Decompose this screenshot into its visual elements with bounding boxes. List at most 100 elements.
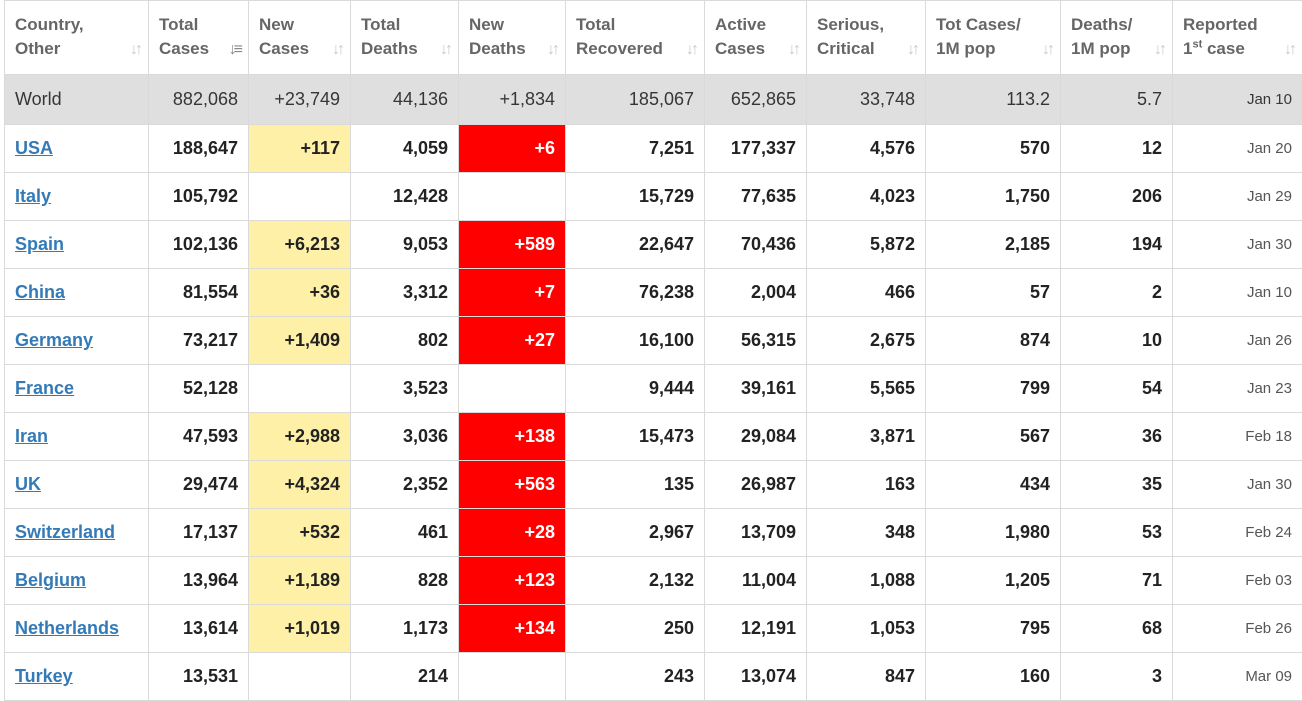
cell-new-cases [249,173,351,221]
header-country[interactable]: Country,Other↓↑ [5,1,149,75]
cell-country: France [5,365,149,413]
cell-total-deaths: 9,053 [351,221,459,269]
header-cases-per-1m[interactable]: Tot Cases/1M pop↓↑ [926,1,1061,75]
cell-new-cases: +2,988 [249,413,351,461]
country-link[interactable]: France [15,378,74,398]
cell-deaths-per-1m: 5.7 [1061,75,1173,125]
country-link[interactable]: Spain [15,234,64,254]
cell-cases-per-1m: 567 [926,413,1061,461]
cell-serious: 33,748 [807,75,926,125]
cell-new-deaths: +138 [459,413,566,461]
cell-new-cases: +23,749 [249,75,351,125]
cell-total-deaths: 461 [351,509,459,557]
country-link[interactable]: UK [15,474,41,494]
country-link[interactable]: USA [15,138,53,158]
cell-cases-per-1m: 2,185 [926,221,1061,269]
cell-country: USA [5,125,149,173]
sort-icon: ↓↑ [907,38,917,62]
cell-total-cases: 13,531 [149,653,249,701]
country-link[interactable]: Turkey [15,666,73,686]
sort-icon: ↓↑ [547,38,557,62]
cell-serious: 5,872 [807,221,926,269]
cell-cases-per-1m: 57 [926,269,1061,317]
cell-total-cases: 105,792 [149,173,249,221]
cell-active-cases: 652,865 [705,75,807,125]
cell-total-recovered: 135 [566,461,705,509]
cell-total-deaths: 802 [351,317,459,365]
country-link[interactable]: Switzerland [15,522,115,542]
cell-total-cases: 13,964 [149,557,249,605]
cell-total-deaths: 12,428 [351,173,459,221]
country-link[interactable]: Italy [15,186,51,206]
cell-country: Germany [5,317,149,365]
cell-new-deaths: +589 [459,221,566,269]
cell-new-deaths [459,173,566,221]
cell-total-recovered: 185,067 [566,75,705,125]
cell-active-cases: 12,191 [705,605,807,653]
cell-total-cases: 29,474 [149,461,249,509]
sort-icon: ↓↑ [788,38,798,62]
cell-new-cases: +117 [249,125,351,173]
cell-cases-per-1m: 1,980 [926,509,1061,557]
cell-country: Switzerland [5,509,149,557]
cell-deaths-per-1m: 36 [1061,413,1173,461]
cell-total-deaths: 3,036 [351,413,459,461]
cell-country: Spain [5,221,149,269]
cell-first-case: Mar 09 [1173,653,1302,701]
cell-cases-per-1m: 570 [926,125,1061,173]
cell-country: UK [5,461,149,509]
cell-active-cases: 70,436 [705,221,807,269]
cell-serious: 348 [807,509,926,557]
sort-icon: ↓↑ [332,38,342,62]
cell-cases-per-1m: 160 [926,653,1061,701]
country-link[interactable]: Netherlands [15,618,119,638]
cell-active-cases: 11,004 [705,557,807,605]
cell-serious: 466 [807,269,926,317]
header-serious-critical[interactable]: Serious,Critical↓↑ [807,1,926,75]
cell-deaths-per-1m: 54 [1061,365,1173,413]
cell-total-deaths: 828 [351,557,459,605]
cell-deaths-per-1m: 194 [1061,221,1173,269]
cell-total-cases: 882,068 [149,75,249,125]
cell-cases-per-1m: 434 [926,461,1061,509]
country-link[interactable]: Belgium [15,570,86,590]
cell-new-cases [249,365,351,413]
cell-country: Italy [5,173,149,221]
cell-new-deaths: +6 [459,125,566,173]
country-link[interactable]: China [15,282,65,302]
cell-new-cases: +1,409 [249,317,351,365]
cell-new-deaths: +7 [459,269,566,317]
cell-first-case: Jan 29 [1173,173,1302,221]
cell-active-cases: 2,004 [705,269,807,317]
cell-total-recovered: 16,100 [566,317,705,365]
cell-new-cases: +36 [249,269,351,317]
cell-first-case: Feb 24 [1173,509,1302,557]
cell-total-recovered: 250 [566,605,705,653]
cell-cases-per-1m: 799 [926,365,1061,413]
cell-serious: 3,871 [807,413,926,461]
sort-desc-icon: ↓≡ [229,38,240,62]
cell-serious: 4,576 [807,125,926,173]
country-link[interactable]: Iran [15,426,48,446]
cell-deaths-per-1m: 2 [1061,269,1173,317]
cell-total-cases: 17,137 [149,509,249,557]
cell-first-case: Jan 23 [1173,365,1302,413]
header-deaths-per-1m[interactable]: Deaths/1M pop↓↑ [1061,1,1173,75]
cell-country: Turkey [5,653,149,701]
cell-serious: 163 [807,461,926,509]
country-link[interactable]: Germany [15,330,93,350]
